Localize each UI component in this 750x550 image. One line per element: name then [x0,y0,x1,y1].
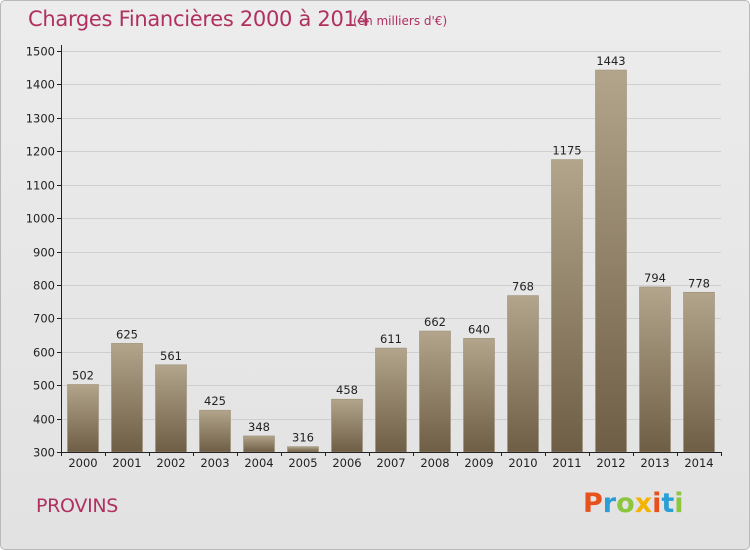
x-tick-label: 2005 [288,456,317,470]
bar-2010 [507,295,539,453]
bar-2011 [551,159,583,453]
y-axis-tick-labels: 300 400 500 600 700 800 900 1000 1100 1200 1300 140… [26,45,55,460]
bar-2008 [419,330,451,453]
proxiti-logo[interactable]: Proxiti [583,488,684,519]
x-tick-label: 2012 [596,456,625,470]
logo-letter: r [602,488,617,519]
data-label-2006: 458 [336,383,358,397]
logo-letter: P [583,488,603,519]
bar-2005 [287,446,319,453]
x-tick-label: 2010 [508,456,537,470]
bar-2014 [683,291,715,453]
chart-title: Charges Financières 2000 à 2014 [28,7,370,31]
x-tick-label: 2002 [156,456,185,470]
y-tick-label: 300 [33,446,55,460]
x-tick-label: 2014 [684,456,713,470]
chart-subtitle: (en milliers d'€) [353,14,448,28]
y-tick-label: 700 [33,312,55,326]
logo-letter: i [674,488,684,519]
logo-letter: i [652,488,662,519]
y-tick-label: 800 [33,279,55,293]
y-tick-label: 400 [33,413,55,427]
data-label-2009: 640 [468,322,490,336]
bar-2000 [67,384,99,453]
data-label-2001: 625 [116,327,138,341]
y-tick-label: 1400 [26,78,55,92]
data-label-2011: 1175 [552,144,581,158]
data-label-2010: 768 [512,280,534,294]
logo-letter: t [661,488,675,519]
data-label-2014: 778 [688,276,710,290]
y-tick-label: 1500 [26,45,55,59]
bar-2001 [111,343,143,453]
bar-2002 [155,364,187,453]
y-tick-label: 1000 [26,212,55,226]
city-name: PROVINS [36,495,119,517]
logo-letter: o [616,488,635,519]
x-tick-label: 2003 [200,456,229,470]
y-tick-label: 500 [33,379,55,393]
data-label-2002: 561 [160,349,182,363]
logo-letter: x [634,488,653,519]
x-tick-label: 2004 [244,456,273,470]
bar-2013 [639,286,671,453]
y-tick-label: 900 [33,246,55,260]
axes [61,45,721,453]
bars [67,69,715,453]
data-labels: 502 625 561 425 348 316 458 611 662 640 768 1175 144… [72,54,710,445]
x-axis-tick-labels: 2000 2001 2002 2003 2004 2005 2006 2007 2008 2009… [61,452,722,470]
y-tick-label: 1200 [26,145,55,159]
data-label-2012: 1443 [596,54,625,68]
x-tick-label: 2007 [376,456,405,470]
x-tick-label: 2000 [68,456,97,470]
bar-2004 [243,435,275,453]
y-tick-label: 1300 [26,112,55,126]
bar-2012 [595,69,627,453]
y-tick-label: 600 [33,346,55,360]
x-tick-label: 2001 [112,456,141,470]
data-label-2003: 425 [204,394,226,408]
x-tick-label: 2011 [552,456,581,470]
x-tick-label: 2008 [420,456,449,470]
y-tick-label: 1100 [26,179,55,193]
data-label-2000: 502 [72,368,94,382]
data-label-2013: 794 [644,271,666,285]
bar-2003 [199,409,231,453]
bar-2006 [331,398,363,453]
x-tick-label: 2009 [464,456,493,470]
data-label-2008: 662 [424,315,446,329]
data-label-2007: 611 [380,332,402,346]
bar-2009 [463,338,495,453]
x-tick-label: 2013 [640,456,669,470]
x-tick-label: 2006 [332,456,361,470]
bar-2007 [375,347,407,453]
data-label-2004: 348 [248,420,270,434]
data-label-2005: 316 [292,431,314,445]
